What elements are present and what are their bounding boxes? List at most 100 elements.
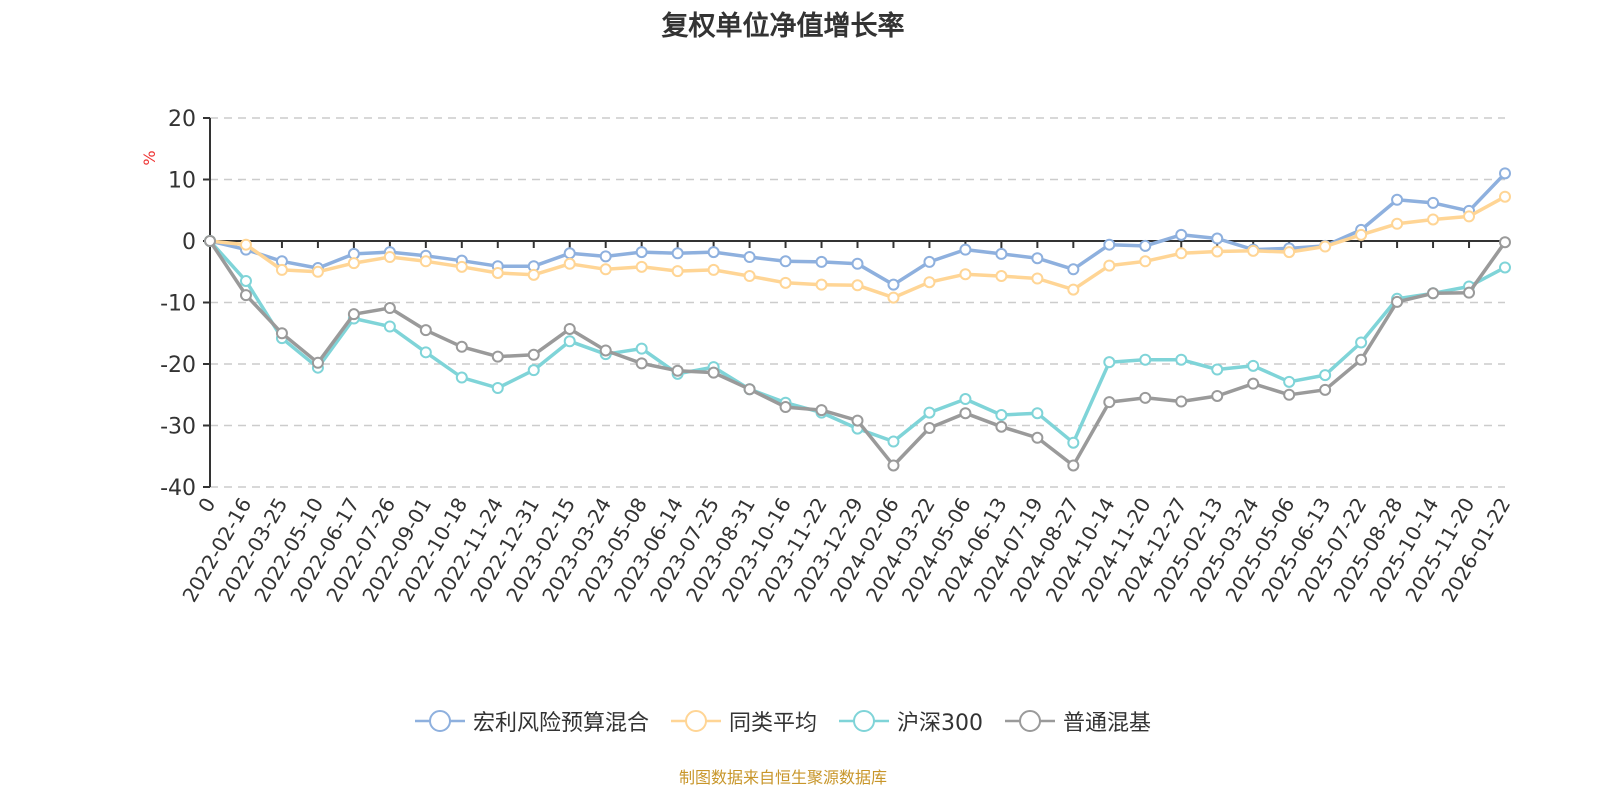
data-point bbox=[1499, 190, 1511, 203]
data-point bbox=[491, 266, 504, 279]
data-point bbox=[815, 404, 828, 417]
data-point bbox=[455, 260, 468, 273]
data-point bbox=[815, 278, 828, 291]
y-tick-label: 20 bbox=[168, 107, 196, 132]
data-point bbox=[1427, 287, 1440, 300]
data-point bbox=[455, 340, 468, 353]
data-point bbox=[1067, 436, 1080, 449]
data-point bbox=[1283, 375, 1296, 388]
y-tick-label: -20 bbox=[160, 353, 196, 378]
data-point bbox=[455, 371, 468, 384]
legend-label: 同类平均 bbox=[728, 711, 817, 736]
data-point bbox=[1175, 228, 1188, 241]
data-point bbox=[1319, 383, 1332, 396]
chart-title: 复权单位净值增长率 bbox=[661, 11, 905, 42]
data-point bbox=[1103, 259, 1116, 272]
legend-line-circle-icon bbox=[839, 710, 889, 732]
data-point bbox=[599, 344, 612, 357]
data-point bbox=[815, 255, 828, 268]
data-point bbox=[1211, 245, 1224, 258]
data-point bbox=[491, 381, 504, 394]
data-point bbox=[887, 459, 900, 472]
data-point bbox=[923, 421, 936, 434]
data-point bbox=[635, 260, 648, 273]
data-point bbox=[1427, 213, 1440, 226]
data-point bbox=[1067, 263, 1080, 276]
data-point bbox=[563, 322, 576, 335]
data-point bbox=[1247, 359, 1260, 372]
data-point bbox=[995, 270, 1008, 283]
data-point bbox=[1175, 353, 1188, 366]
data-point bbox=[311, 356, 324, 369]
legend-item[interactable]: 宏利风险预算混合 bbox=[414, 705, 649, 737]
legend-item[interactable]: 沪深300 bbox=[839, 705, 983, 737]
data-point bbox=[599, 263, 612, 276]
data-point bbox=[923, 406, 936, 419]
legend-line-circle-icon bbox=[1005, 710, 1055, 732]
data-point bbox=[1031, 431, 1044, 444]
data-point bbox=[563, 335, 576, 348]
y-axis-unit: % bbox=[140, 150, 159, 165]
data-point bbox=[491, 350, 504, 363]
data-point bbox=[1283, 246, 1296, 259]
data-point bbox=[1319, 369, 1332, 382]
line-chart: 20100-10-20-30-40%02022-02-162022-03-252… bbox=[140, 107, 1515, 606]
data-point bbox=[419, 346, 432, 359]
data-point bbox=[995, 247, 1008, 260]
data-point bbox=[1463, 286, 1476, 299]
data-point bbox=[1427, 196, 1440, 209]
data-point bbox=[779, 255, 792, 268]
data-point bbox=[1211, 389, 1224, 402]
legend: 宏利风险预算混合 同类平均 沪深300 普通混基 bbox=[0, 705, 1566, 737]
data-point bbox=[1175, 395, 1188, 408]
data-point bbox=[1355, 336, 1368, 349]
data-point bbox=[527, 364, 540, 377]
legend-item[interactable]: 同类平均 bbox=[670, 705, 817, 737]
data-point bbox=[707, 263, 720, 276]
data-point bbox=[527, 348, 540, 361]
data-point bbox=[239, 274, 252, 287]
data-point bbox=[1139, 391, 1152, 404]
legend-item[interactable]: 普通混基 bbox=[1005, 705, 1151, 737]
data-point bbox=[1391, 193, 1404, 206]
data-point bbox=[635, 357, 648, 370]
data-point bbox=[707, 366, 720, 379]
data-point bbox=[383, 320, 396, 333]
data-point bbox=[1103, 356, 1116, 369]
data-point bbox=[275, 327, 288, 340]
data-point bbox=[779, 401, 792, 414]
data-point bbox=[671, 364, 684, 377]
data-point bbox=[743, 250, 756, 263]
data-point bbox=[959, 407, 972, 420]
y-tick-label: -30 bbox=[160, 415, 196, 440]
data-point bbox=[671, 265, 684, 278]
data-point bbox=[419, 324, 432, 337]
y-tick-label: -10 bbox=[160, 292, 196, 317]
data-point bbox=[275, 263, 288, 276]
y-tick-label: -40 bbox=[160, 476, 196, 501]
series-line-2 bbox=[208, 239, 1506, 445]
data-point bbox=[563, 257, 576, 270]
data-point bbox=[959, 243, 972, 256]
data-point bbox=[419, 255, 432, 268]
legend-label: 宏利风险预算混合 bbox=[472, 711, 649, 736]
x-tick-label: 0 bbox=[193, 494, 220, 517]
source-footer: 制图数据来自恒生聚源数据库 bbox=[678, 768, 887, 787]
data-point bbox=[923, 276, 936, 289]
data-point bbox=[779, 276, 792, 289]
y-tick-label: 10 bbox=[168, 169, 196, 194]
data-point bbox=[1391, 217, 1404, 230]
data-point bbox=[671, 247, 684, 260]
data-point bbox=[1355, 228, 1368, 241]
data-point bbox=[1247, 244, 1260, 257]
data-point bbox=[527, 268, 540, 281]
data-point bbox=[995, 420, 1008, 433]
data-point bbox=[383, 250, 396, 263]
legend-line-circle-icon bbox=[670, 710, 721, 732]
data-point bbox=[1211, 363, 1224, 376]
data-point bbox=[239, 289, 252, 302]
data-point bbox=[599, 250, 612, 263]
legend-label: 沪深300 bbox=[897, 711, 983, 736]
data-point bbox=[347, 257, 360, 270]
data-point bbox=[1391, 295, 1404, 308]
